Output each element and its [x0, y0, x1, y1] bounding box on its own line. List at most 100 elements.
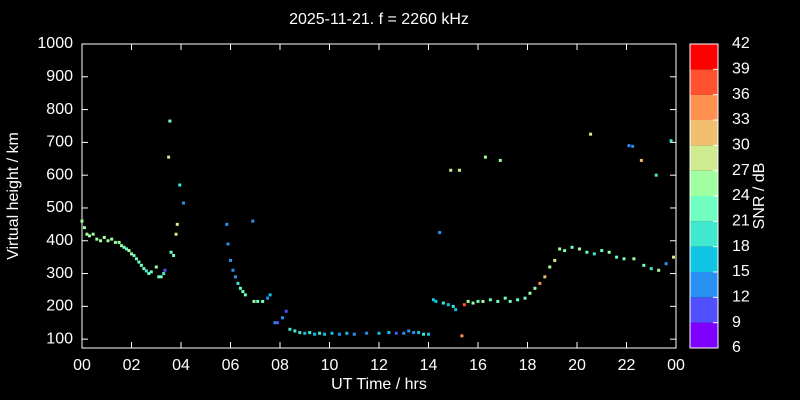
echo-point	[352, 332, 356, 336]
echo-point	[615, 255, 619, 259]
echo-point	[548, 265, 552, 269]
x-tick-label: 14	[420, 357, 438, 374]
y-tick-label: 400	[46, 232, 73, 249]
echo-point	[422, 332, 426, 336]
colorbar-label: SNR / dB	[751, 163, 768, 230]
echo-point	[80, 219, 84, 223]
echo-point	[412, 331, 416, 335]
echo-point	[252, 299, 256, 303]
echo-point	[503, 296, 507, 300]
echo-point	[238, 286, 242, 290]
colorbar-tick-label: 27	[732, 162, 750, 179]
x-tick-label: 16	[469, 357, 487, 374]
colorbar-tick-label: 9	[732, 314, 741, 331]
echo-point	[268, 293, 272, 297]
colorbar-tick-label: 39	[732, 61, 750, 78]
colorbar-band	[690, 322, 718, 348]
echo-point	[642, 263, 646, 267]
echo-point	[280, 316, 284, 320]
colorbar-band	[690, 196, 718, 222]
echo-point	[516, 298, 520, 302]
echo-point	[99, 239, 103, 243]
echo-point	[672, 255, 676, 259]
y-tick-label: 300	[46, 265, 73, 282]
echo-point	[592, 252, 596, 256]
echo-point	[337, 332, 341, 336]
echo-point	[298, 331, 302, 335]
x-tick-label: 02	[123, 357, 141, 374]
echo-point	[533, 286, 537, 290]
echo-point	[669, 139, 673, 143]
echo-point	[622, 257, 626, 261]
echo-point	[178, 183, 182, 187]
echo-point	[462, 303, 466, 307]
colorbar-tick-label: 42	[732, 35, 750, 52]
x-tick-label: 00	[667, 357, 685, 374]
echo-point	[441, 301, 445, 305]
echo-point	[434, 299, 438, 303]
echo-point	[589, 132, 593, 136]
echo-point	[457, 168, 461, 172]
colorbar-tick-label: 21	[732, 213, 750, 230]
colorbar-band	[690, 94, 718, 120]
echo-point	[323, 332, 327, 336]
echo-point	[377, 331, 381, 335]
echo-point	[498, 158, 502, 162]
echo-point	[627, 144, 631, 148]
echo-point	[654, 173, 658, 177]
echo-point	[181, 201, 185, 205]
echo-point	[523, 296, 527, 300]
x-tick-label: 04	[172, 357, 190, 374]
echo-point	[308, 331, 312, 335]
echo-point	[345, 331, 349, 335]
echo-point	[657, 268, 661, 272]
colorbar-band	[690, 44, 718, 70]
echo-point	[330, 331, 334, 335]
echo-point	[130, 252, 133, 256]
echo-point	[125, 247, 129, 251]
echo-point	[120, 244, 124, 248]
echo-point	[639, 158, 643, 162]
echo-point	[528, 291, 532, 295]
echo-point	[570, 245, 574, 249]
echo-point	[543, 275, 547, 279]
x-tick-label: 08	[271, 357, 289, 374]
echo-point	[142, 267, 146, 271]
y-tick-label: 200	[46, 298, 73, 315]
echo-point	[438, 231, 442, 235]
colorbar-band	[690, 145, 718, 171]
echo-point	[168, 119, 172, 123]
echo-point	[229, 258, 232, 262]
colorbar-tick-label: 6	[732, 339, 741, 356]
echo-point	[147, 272, 151, 276]
colorbar-band	[690, 221, 718, 247]
echo-point	[631, 144, 635, 148]
echo-point	[85, 232, 89, 236]
echo-point	[585, 250, 589, 254]
echo-point	[451, 304, 455, 308]
echo-point	[144, 269, 148, 273]
echo-point	[476, 299, 480, 303]
plot-frame	[81, 43, 677, 349]
colorbar-band	[690, 272, 718, 298]
echo-point	[273, 321, 277, 325]
echo-point	[313, 332, 317, 336]
colorbar-band	[690, 246, 718, 272]
colorbar-band	[690, 69, 718, 95]
echo-point	[387, 331, 391, 335]
echo-point	[284, 309, 288, 313]
echo-point	[488, 298, 492, 302]
y-tick-label: 900	[46, 68, 73, 85]
echo-point	[110, 237, 114, 241]
x-tick-label: 00	[73, 357, 91, 374]
echo-point	[167, 155, 171, 159]
echo-point	[233, 275, 237, 279]
echo-point	[162, 272, 166, 276]
chart-title: 2025-11-21. f = 2260 kHz	[289, 11, 469, 28]
echo-point	[231, 268, 235, 272]
echo-point	[134, 257, 138, 261]
echo-point	[318, 331, 322, 335]
echo-point	[169, 250, 173, 254]
echo-point	[102, 235, 106, 239]
echo-point	[394, 331, 398, 335]
